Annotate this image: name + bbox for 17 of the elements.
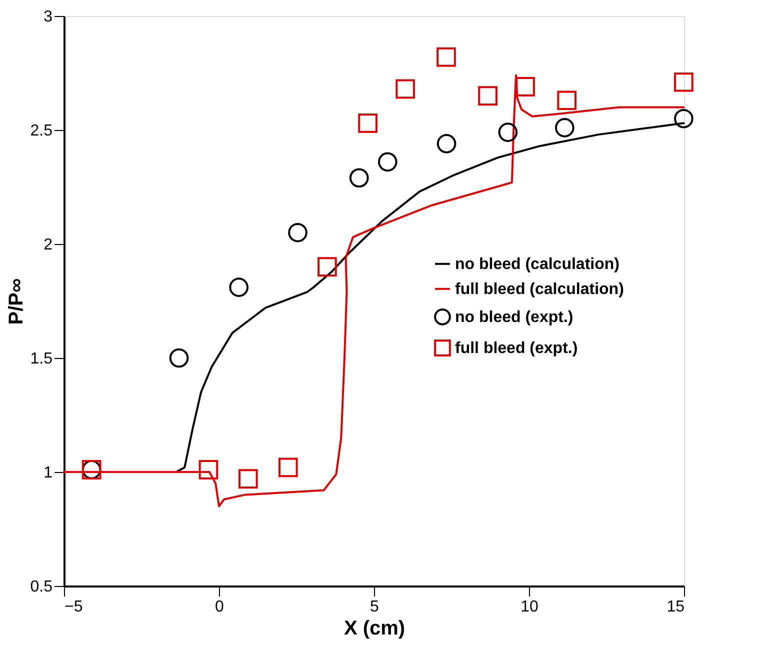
y-tick-label: 2 [44,236,53,254]
legend-label: no bleed (expt.) [455,308,574,326]
y-tick-label: 0.5 [30,578,53,596]
x-tick-label: 0 [215,598,224,616]
x-tick-label: −5 [64,598,83,616]
legend-label: full bleed (expt.) [455,340,578,357]
y-axis-title: P/P∞ [5,278,28,325]
x-tick-label: 10 [520,598,538,616]
x-tick-label: 5 [370,598,380,616]
y-tick-label: 1 [44,464,53,482]
legend-label: no bleed (calculation) [455,256,620,273]
legend-label: full bleed (calculation) [455,280,624,298]
x-axis-title: X (cm) [344,618,406,640]
y-tick-label: 3 [44,8,53,26]
y-tick-label: 2.5 [30,122,53,140]
y-tick-label: 1.5 [30,350,53,368]
x-tick-label: 15 [666,598,685,616]
